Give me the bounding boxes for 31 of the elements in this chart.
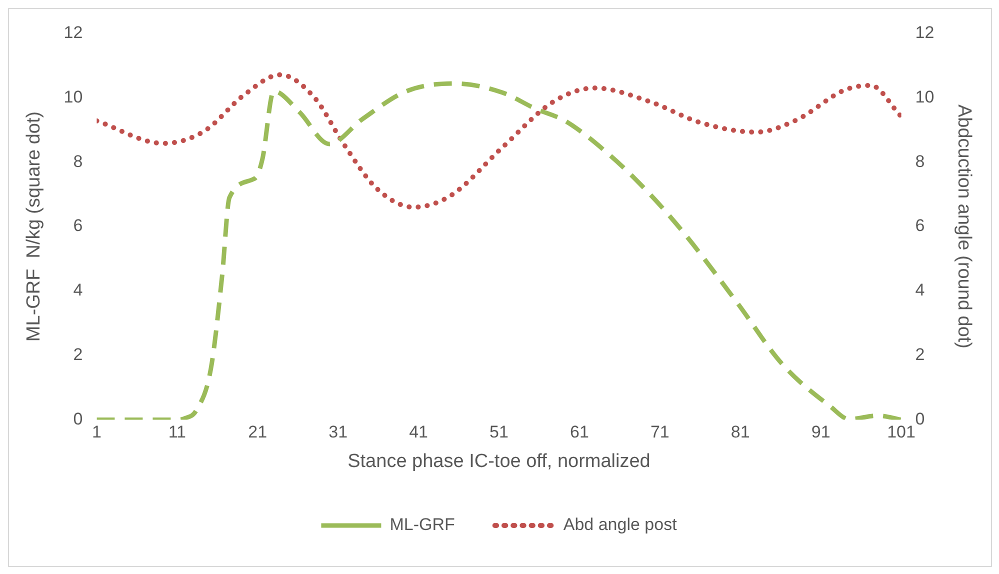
x-tick-label: 91: [811, 422, 830, 442]
legend-label: ML-GRF: [390, 515, 455, 534]
y-tick-label: 2: [73, 345, 83, 364]
x-tick-label: 51: [490, 422, 508, 442]
x-tick-label: 1: [92, 422, 102, 442]
y2-axis-title: Abdcuction angle (round dot): [953, 104, 974, 348]
line-series: [96, 81, 902, 420]
y2-tick-label: 6: [915, 216, 925, 236]
y-tick-label: 6: [73, 216, 83, 236]
x-tick-label: 11: [168, 422, 186, 442]
y2-tick-label: 12: [915, 22, 934, 42]
y2-tick-label: 2: [915, 345, 925, 364]
x-tick-label: 81: [730, 422, 750, 442]
y-tick-label: 4: [73, 280, 83, 300]
y2-tick-label: 10: [915, 87, 934, 106]
y-tick-label: 10: [64, 87, 83, 106]
x-tick-label: 61: [570, 422, 589, 442]
x-tick-label: 71: [650, 422, 670, 442]
x-tick-label: 41: [409, 422, 428, 442]
y2-tick-label: 8: [915, 152, 925, 171]
y2-tick-label: 4: [915, 280, 925, 300]
legend-label: Abd angle post: [563, 515, 678, 534]
x-axis-title: Stance phase IC-toe off, normalized: [348, 450, 650, 472]
x-tick-label: 31: [328, 422, 348, 442]
y2-tick-label: 0: [915, 409, 925, 428]
x-tick-label: 101: [887, 422, 916, 442]
y-tick-label: 12: [64, 22, 83, 42]
y-tick-label: 8: [73, 152, 83, 171]
y-tick-label: 0: [73, 409, 83, 428]
y-axis-title: ML-GRF N/kg (square dot): [24, 111, 45, 342]
x-tick-label: 21: [248, 422, 268, 442]
